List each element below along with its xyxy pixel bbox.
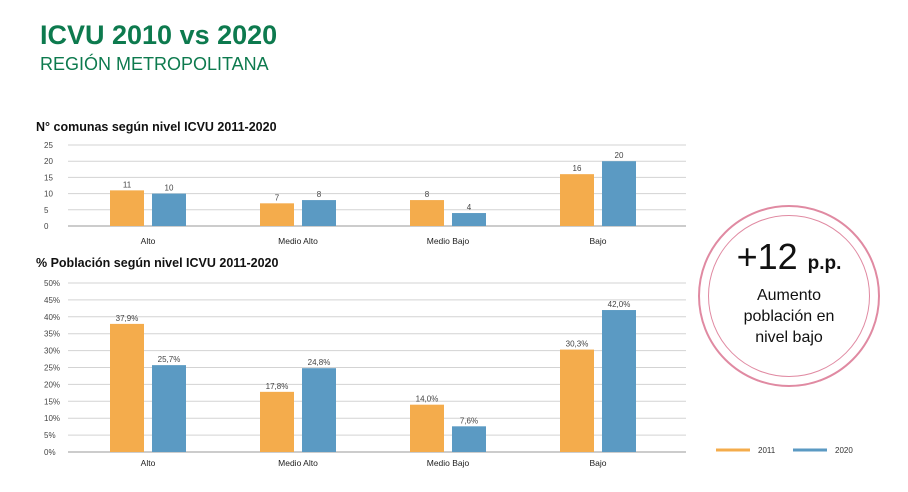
bar-2011 [560,174,594,226]
legend: 2011 2020 [716,446,853,455]
category-label: Medio Alto [278,236,318,246]
legend-label: 2020 [835,446,853,455]
data-label: 8 [425,190,430,199]
data-label: 7,6% [460,416,478,425]
chart-comunas: N° comunas según nivel ICVU 2011-2020 0 5 1… [36,120,686,246]
data-label: 42,0% [608,300,631,309]
category-label: Bajo [589,236,606,246]
bar-2020 [602,310,636,452]
y-tick-label: 30% [44,347,60,356]
data-label: 8 [317,190,322,199]
callout-unit: p.p. [807,252,842,274]
y-tick-label: 0 [44,222,49,231]
bar-2020 [602,161,636,226]
page-subtitle: REGIÓN METROPOLITANA [40,54,269,74]
y-tick-label: 40% [44,313,60,322]
bar-2011 [410,404,444,452]
y-tick-label: 0% [44,448,56,457]
data-label: 20 [615,151,624,160]
y-tick-label: 45% [44,296,60,305]
data-label: 4 [467,203,472,212]
callout-description: Aumento población en nivel bajo [743,286,835,346]
y-tick-label: 20% [44,380,60,389]
category-label: Medio Alto [278,458,318,468]
data-label: 30,3% [566,340,589,349]
callout-circle: +12 p.p. Aumento población en nivel bajo [698,205,880,387]
y-tick-label: 15 [44,173,53,182]
bar-2011 [410,200,444,226]
data-label: 25,7% [158,355,181,364]
data-label: 16 [573,164,582,173]
data-label: 37,9% [116,314,139,323]
data-label: 24,8% [308,358,331,367]
callout-number: +12 [736,235,798,277]
legend-label: 2011 [758,446,776,455]
y-tick-label: 5% [44,431,56,440]
bar-2011 [260,391,294,452]
y-tick-label: 10% [44,414,60,423]
category-label: Alto [141,236,156,246]
bar-2020 [152,193,186,226]
bar-2011 [110,323,144,452]
y-tick-label: 35% [44,330,60,339]
y-tick-label: 20 [44,157,53,166]
page-title: ICVU 2010 vs 2020 [40,20,278,50]
y-tick-label: 25% [44,364,60,373]
chart-title: N° comunas según nivel ICVU 2011-2020 [36,120,277,134]
data-label: 7 [275,193,280,202]
bar-2020 [302,200,336,226]
data-label: 11 [123,180,132,189]
bar-2011 [110,190,144,226]
data-label: 14,0% [416,395,439,404]
chart-title: % Población según nivel ICVU 2011-2020 [36,256,279,270]
data-label: 10 [165,184,174,193]
callout-inner-ring: +12 p.p. Aumento población en nivel bajo [708,215,870,377]
category-label: Medio Bajo [427,236,470,246]
bar-2020 [452,426,486,452]
bar-2020 [452,213,486,226]
bar-2011 [560,349,594,452]
y-tick-label: 5 [44,206,49,215]
chart-poblacion: % Población según nivel ICVU 2011-2020 0%… [36,256,686,468]
y-tick-label: 25 [44,141,53,150]
category-label: Medio Bajo [427,458,470,468]
y-tick-label: 50% [44,279,60,288]
bar-2011 [260,203,294,226]
callout-value: +12 p.p. [736,235,842,277]
category-label: Bajo [589,458,606,468]
y-tick-label: 10 [44,190,53,199]
bar-2020 [302,368,336,452]
bar-2020 [152,365,186,452]
category-label: Alto [141,458,156,468]
data-label: 17,8% [266,382,289,391]
y-tick-label: 15% [44,397,60,406]
